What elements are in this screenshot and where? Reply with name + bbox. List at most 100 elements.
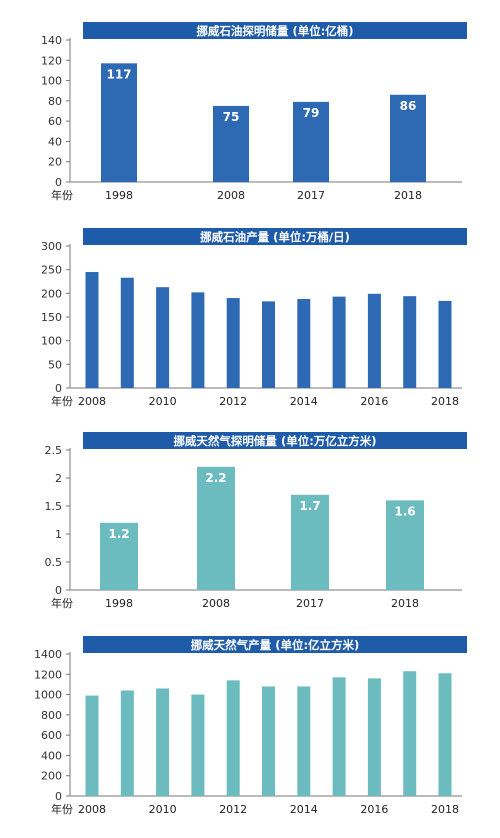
bar-2008: [85, 272, 99, 388]
chart-title-bar: [83, 22, 467, 39]
x-tick-label: 2012: [219, 395, 247, 408]
x-tick-label: 2016: [360, 803, 388, 816]
bar-2014: [297, 686, 311, 796]
y-tick-label: 2.5: [45, 444, 63, 457]
x-tick-label: 2008: [78, 803, 106, 816]
bar-2018: [438, 300, 452, 388]
x-tick-label: 2018: [431, 395, 459, 408]
bar-2009: [120, 277, 134, 388]
y-tick-label: 150: [41, 311, 62, 324]
bar-2017: [403, 296, 417, 388]
x-tick-label: 2018: [391, 597, 419, 610]
bar-value-label: 79: [303, 106, 320, 120]
y-tick-label: 20: [48, 156, 62, 169]
x-tick-label: 2016: [360, 395, 388, 408]
x-axis-title: 年份: [51, 802, 73, 816]
y-tick-label: 100: [41, 335, 62, 348]
gas-reserves-chart: 0 0.5 1 1.5 2 2.5 挪威天然气探明储量 (单位:万亿立方米) 1.2 2.2 1.…: [0, 432, 500, 622]
bar-2018: [438, 673, 452, 796]
bar-2017: [291, 494, 329, 590]
gas-production-chart: 0 200 400 600 800 1000 1200 1400 挪威天然气产量 (单位:亿立方…: [0, 636, 500, 826]
oil-production-chart: 0 50 100 150 200 250 300 挪威石油产量 (单位:万桶/日) 年份 2008…: [0, 228, 500, 418]
y-tick-label: 0: [55, 584, 62, 597]
y-tick-label: 1400: [34, 648, 62, 661]
y-tick-label: 400: [41, 749, 62, 762]
bar-value-label: 1.6: [394, 504, 415, 518]
bar-2016: [367, 293, 381, 388]
x-axis-title: 年份: [51, 394, 73, 408]
bar-2017: [293, 101, 329, 182]
bar-2012: [226, 298, 240, 388]
y-tick-label: 1000: [34, 689, 62, 702]
bar-2015: [332, 296, 346, 388]
x-tick-label: 1998: [105, 189, 133, 202]
y-tick-label: 0: [55, 382, 62, 395]
y-tick-label: 1.5: [45, 500, 63, 513]
bar-value-label: 2.2: [205, 471, 226, 485]
bar-1998: [101, 63, 137, 183]
y-tick-label: 120: [41, 54, 62, 67]
y-tick-label: 800: [41, 709, 62, 722]
x-tick-label: 2018: [394, 189, 422, 202]
x-tick-label: 2017: [296, 597, 324, 610]
y-tick-label: 80: [48, 95, 62, 108]
bar-value-label: 1.2: [108, 527, 129, 541]
chart-title: 挪威天然气探明储量 (单位:万亿立方米): [173, 434, 376, 448]
bar-2018: [386, 500, 424, 590]
x-axis-title: 年份: [51, 596, 73, 610]
x-tick-label: 2010: [149, 803, 177, 816]
chart-title: 挪威石油探明储量 (单位:亿桶): [196, 24, 353, 38]
x-tick-label: 1998: [105, 597, 133, 610]
x-axis-title: 年份: [51, 188, 73, 202]
y-tick-label: 250: [41, 264, 62, 277]
y-tick-label: 1200: [34, 668, 62, 681]
bar-2011: [191, 292, 205, 388]
bar-2017: [403, 671, 417, 796]
y-tick-label: 0.5: [45, 556, 63, 569]
chart-title-bar: [83, 636, 467, 653]
y-tick-label: 40: [48, 135, 62, 148]
bar-2015: [332, 677, 346, 796]
x-tick-label: 2008: [202, 597, 230, 610]
bar-2009: [120, 690, 134, 796]
bar-2013: [262, 686, 275, 796]
y-tick-label: 300: [41, 240, 62, 253]
bar-2008: [85, 695, 99, 796]
bar-2016: [367, 678, 381, 796]
y-tick-label: 0: [55, 176, 62, 189]
bar-1998: [100, 522, 138, 590]
bar-2012: [226, 680, 240, 796]
bar-2008: [213, 105, 249, 182]
x-tick-label: 2014: [290, 395, 318, 408]
y-tick-label: 200: [41, 287, 62, 300]
bar-2013: [262, 301, 275, 388]
x-tick-label: 2017: [297, 189, 325, 202]
y-tick-label: 2: [55, 472, 62, 485]
x-tick-label: 2008: [217, 189, 245, 202]
bar-2010: [156, 688, 170, 796]
y-tick-label: 140: [41, 34, 62, 47]
bar-2018: [390, 94, 426, 182]
bar-value-label: 117: [106, 67, 131, 81]
oil-reserves-chart: 0 20 40 60 80 100 120 140 挪威石油探明储量 (单位:亿桶) 117 75 7…: [0, 22, 500, 212]
x-tick-label: 2008: [78, 395, 106, 408]
x-tick-label: 2010: [149, 395, 177, 408]
bar-2014: [297, 299, 311, 388]
chart-title-bar: [83, 228, 467, 245]
x-tick-label: 2014: [290, 803, 318, 816]
y-tick-label: 200: [41, 770, 62, 783]
x-tick-label: 2018: [431, 803, 459, 816]
y-tick-label: 0: [55, 790, 62, 803]
bar-2011: [191, 694, 205, 796]
chart-title-bar: [83, 432, 467, 449]
y-tick-label: 50: [48, 358, 62, 371]
bar-value-label: 75: [223, 110, 240, 124]
bar-value-label: 86: [400, 99, 417, 113]
chart-title: 挪威天然气产量 (单位:亿立方米): [191, 638, 360, 652]
y-tick-label: 600: [41, 729, 62, 742]
y-tick-label: 1: [55, 528, 62, 541]
bar-value-label: 1.7: [299, 499, 320, 513]
x-tick-label: 2012: [219, 803, 247, 816]
y-tick-label: 100: [41, 75, 62, 88]
y-tick-label: 60: [48, 115, 62, 128]
